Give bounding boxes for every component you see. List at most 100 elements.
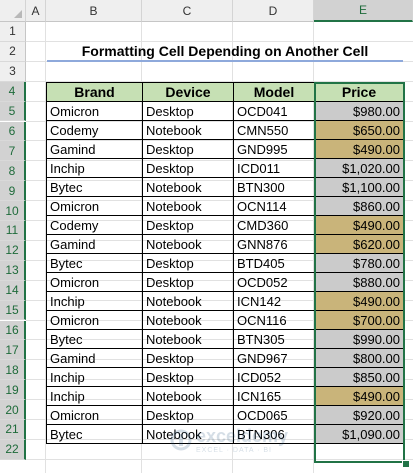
model-cell[interactable]: BTN305: [233, 329, 315, 349]
brand-cell[interactable]: Omicron: [46, 101, 143, 121]
price-cell[interactable]: $650.00: [314, 120, 404, 140]
price-cell[interactable]: $980.00: [314, 101, 404, 121]
model-cell[interactable]: GND995: [233, 139, 315, 159]
header-price[interactable]: Price: [314, 82, 404, 102]
brand-cell[interactable]: Codemy: [46, 120, 143, 140]
price-cell[interactable]: $1,100.00: [314, 177, 404, 197]
device-cell[interactable]: Desktop: [142, 139, 234, 159]
row-header-3[interactable]: 3: [0, 61, 26, 82]
device-cell[interactable]: Notebook: [142, 196, 234, 216]
row-header-19[interactable]: 19: [0, 380, 26, 401]
price-cell[interactable]: $490.00: [314, 386, 404, 406]
device-cell[interactable]: Notebook: [142, 424, 234, 444]
model-cell[interactable]: OCD052: [233, 272, 315, 292]
price-cell[interactable]: $800.00: [314, 348, 404, 368]
header-brand[interactable]: Brand: [46, 82, 143, 102]
device-cell[interactable]: Notebook: [142, 386, 234, 406]
fill-handle[interactable]: [402, 460, 410, 468]
device-cell[interactable]: Desktop: [142, 253, 234, 273]
column-header-e[interactable]: E: [314, 0, 413, 22]
column-header-b[interactable]: B: [46, 0, 142, 22]
header-model[interactable]: Model: [233, 82, 315, 102]
row-header-8[interactable]: 8: [0, 161, 26, 182]
brand-cell[interactable]: Codemy: [46, 215, 143, 235]
row-header-18[interactable]: 18: [0, 360, 26, 381]
column-header-d[interactable]: D: [233, 0, 314, 22]
row-header-12[interactable]: 12: [0, 240, 26, 261]
row-header-4[interactable]: 4: [0, 81, 26, 102]
model-cell[interactable]: GNN876: [233, 234, 315, 254]
row-header-22[interactable]: 22: [0, 439, 26, 460]
device-cell[interactable]: Desktop: [142, 158, 234, 178]
brand-cell[interactable]: Omicron: [46, 405, 143, 425]
model-cell[interactable]: CMN550: [233, 120, 315, 140]
brand-cell[interactable]: Bytec: [46, 177, 143, 197]
device-cell[interactable]: Notebook: [142, 234, 234, 254]
price-cell[interactable]: $850.00: [314, 367, 404, 387]
price-cell[interactable]: $780.00: [314, 253, 404, 273]
price-cell[interactable]: $990.00: [314, 329, 404, 349]
model-cell[interactable]: OCN116: [233, 310, 315, 330]
row-header-17[interactable]: 17: [0, 340, 26, 361]
device-cell[interactable]: Notebook: [142, 177, 234, 197]
row-header-1[interactable]: 1: [0, 22, 26, 42]
row-header-6[interactable]: 6: [0, 121, 26, 142]
brand-cell[interactable]: Omicron: [46, 272, 143, 292]
model-cell[interactable]: CMD360: [233, 215, 315, 235]
row-header-20[interactable]: 20: [0, 400, 26, 420]
brand-cell[interactable]: Gamind: [46, 234, 143, 254]
device-cell[interactable]: Desktop: [142, 348, 234, 368]
header-device[interactable]: Device: [142, 82, 234, 102]
row-header-16[interactable]: 16: [0, 320, 26, 341]
column-header-a[interactable]: A: [26, 0, 46, 22]
price-cell[interactable]: $490.00: [314, 291, 404, 311]
row-header-10[interactable]: 10: [0, 201, 26, 221]
brand-cell[interactable]: Omicron: [46, 196, 143, 216]
row-header-21[interactable]: 21: [0, 420, 26, 440]
model-cell[interactable]: GND967: [233, 348, 315, 368]
price-cell[interactable]: $860.00: [314, 196, 404, 216]
device-cell[interactable]: Notebook: [142, 291, 234, 311]
device-cell[interactable]: Desktop: [142, 272, 234, 292]
price-cell[interactable]: $620.00: [314, 234, 404, 254]
brand-cell[interactable]: Omicron: [46, 310, 143, 330]
price-cell[interactable]: $490.00: [314, 139, 404, 159]
row-header-11[interactable]: 11: [0, 221, 26, 241]
column-header-c[interactable]: C: [142, 0, 233, 22]
price-cell[interactable]: $1,020.00: [314, 158, 404, 178]
row-header-9[interactable]: 9: [0, 181, 26, 202]
row-header-14[interactable]: 14: [0, 280, 26, 301]
brand-cell[interactable]: Gamind: [46, 348, 143, 368]
brand-cell[interactable]: Inchip: [46, 386, 143, 406]
model-cell[interactable]: OCD041: [233, 101, 315, 121]
device-cell[interactable]: Notebook: [142, 310, 234, 330]
device-cell[interactable]: Desktop: [142, 367, 234, 387]
device-cell[interactable]: Notebook: [142, 120, 234, 140]
price-cell[interactable]: $490.00: [314, 215, 404, 235]
brand-cell[interactable]: Bytec: [46, 424, 143, 444]
price-cell[interactable]: $920.00: [314, 405, 404, 425]
row-header-5[interactable]: 5: [0, 101, 26, 122]
select-all-corner[interactable]: [0, 0, 26, 22]
device-cell[interactable]: Desktop: [142, 215, 234, 235]
brand-cell[interactable]: Inchip: [46, 367, 143, 387]
price-cell[interactable]: $700.00: [314, 310, 404, 330]
row-header-15[interactable]: 15: [0, 300, 26, 321]
row-header-7[interactable]: 7: [0, 141, 26, 162]
model-cell[interactable]: ICN142: [233, 291, 315, 311]
brand-cell[interactable]: Gamind: [46, 139, 143, 159]
brand-cell[interactable]: Bytec: [46, 253, 143, 273]
device-cell[interactable]: Notebook: [142, 329, 234, 349]
row-header-13[interactable]: 13: [0, 260, 26, 281]
price-cell[interactable]: $880.00: [314, 272, 404, 292]
model-cell[interactable]: ICN165: [233, 386, 315, 406]
row-header-2[interactable]: 2: [0, 41, 26, 62]
price-cell[interactable]: $1,090.00: [314, 424, 404, 444]
brand-cell[interactable]: Bytec: [46, 329, 143, 349]
device-cell[interactable]: Desktop: [142, 101, 234, 121]
model-cell[interactable]: BTN300: [233, 177, 315, 197]
model-cell[interactable]: BTD405: [233, 253, 315, 273]
model-cell[interactable]: ICD052: [233, 367, 315, 387]
model-cell[interactable]: OCN114: [233, 196, 315, 216]
brand-cell[interactable]: Inchip: [46, 158, 143, 178]
